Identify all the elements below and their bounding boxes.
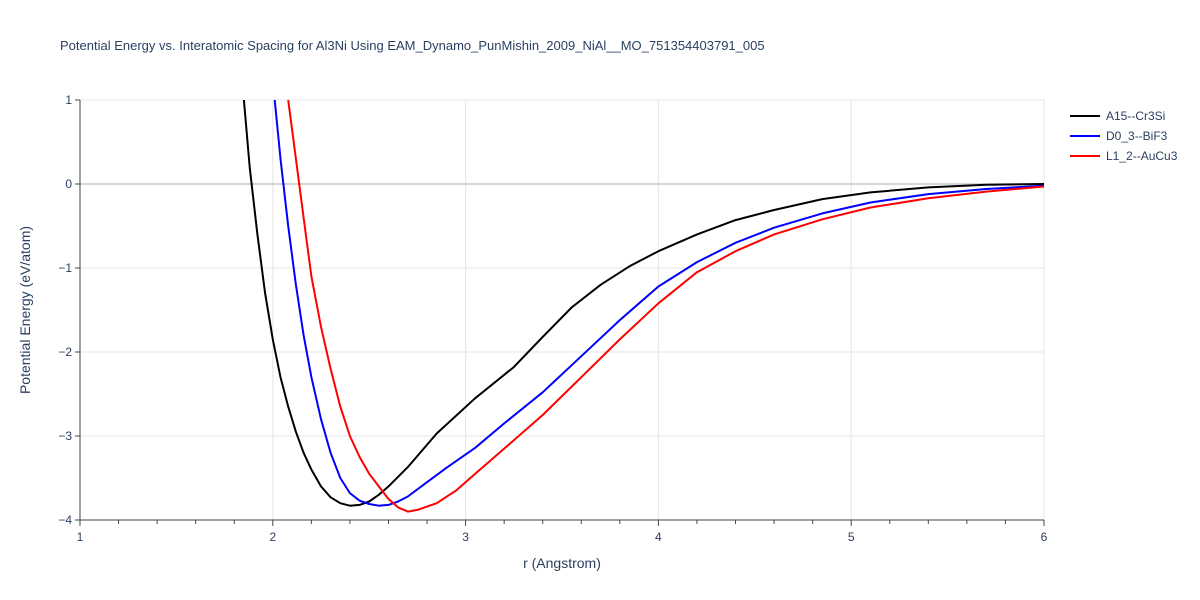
grid	[80, 99, 1045, 520]
y-tick-label: −3	[58, 429, 72, 443]
x-minor-ticks	[79, 520, 1045, 526]
x-tick-label: 4	[655, 530, 662, 544]
y-tick-label: 0	[65, 177, 72, 191]
y-tick-label: −2	[58, 345, 72, 359]
x-tick-label: 5	[848, 530, 855, 544]
series-line-3	[287, 100, 1044, 513]
x-axis-title: r (Angstrom)	[523, 555, 601, 571]
y-tick-label: −1	[58, 261, 72, 275]
legend-label: D0_3--BiF3	[1106, 129, 1168, 143]
legend-label: A15--Cr3Si	[1106, 109, 1165, 123]
legend-label: L1_2--AuCu3	[1106, 149, 1178, 163]
y-axis-title: Potential Energy (eV/atom)	[17, 226, 33, 394]
tick-labels: 1 2 3 4 5 6 1 0 −1 −2 −3 −4	[58, 93, 1047, 544]
y-tick-label: −4	[58, 513, 72, 527]
series-line-2	[273, 100, 1044, 507]
plot-area	[242, 100, 1044, 513]
x-tick-label: 1	[77, 530, 84, 544]
y-tick-label: 1	[65, 93, 72, 107]
legend-item[interactable]: A15--Cr3Si	[1070, 109, 1165, 123]
chart-title: Potential Energy vs. Interatomic Spacing…	[60, 38, 765, 53]
legend-item[interactable]: D0_3--BiF3	[1070, 129, 1168, 143]
x-tick-label: 6	[1041, 530, 1048, 544]
legend-item[interactable]: L1_2--AuCu3	[1070, 149, 1178, 163]
x-tick-label: 2	[269, 530, 276, 544]
series-line-1	[242, 100, 1044, 507]
axes	[75, 99, 1044, 521]
x-tick-label: 3	[462, 530, 469, 544]
legend[interactable]: A15--Cr3Si D0_3--BiF3 L1_2--AuCu3	[1070, 109, 1178, 163]
